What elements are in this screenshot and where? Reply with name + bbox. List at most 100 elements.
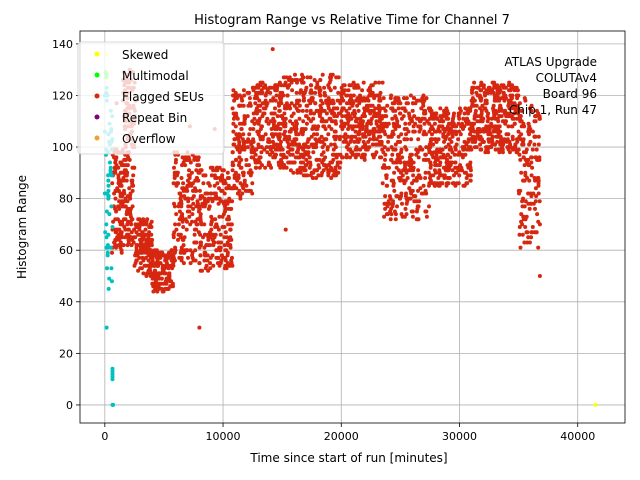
flagged-seus-point xyxy=(265,116,270,121)
flagged-seus-point xyxy=(449,139,454,144)
flagged-seus-point xyxy=(517,101,522,106)
flagged-seus-point xyxy=(251,111,256,116)
flagged-seus-point xyxy=(526,121,531,126)
flagged-seus-point xyxy=(404,96,409,101)
flagged-seus-point xyxy=(387,134,391,139)
flagged-seus-point xyxy=(369,108,374,113)
flagged-seus-point xyxy=(172,165,176,170)
flagged-seus-point xyxy=(501,90,506,95)
flagged-seus-point xyxy=(175,170,180,175)
flagged-seus-point xyxy=(138,261,143,266)
flagged-seus-point xyxy=(527,129,532,134)
flagged-seus-point xyxy=(447,176,452,180)
flagged-seus-point xyxy=(112,155,117,160)
flagged-seus-point xyxy=(529,230,534,235)
flagged-seus-point xyxy=(326,106,331,111)
flagged-seus-point xyxy=(438,173,442,178)
flagged-seus-point xyxy=(219,199,224,204)
flagged-seus-point xyxy=(268,119,273,124)
flagged-seus-point xyxy=(506,83,511,88)
flagged-seus-point xyxy=(225,217,230,222)
flagged-seus-point xyxy=(403,145,408,150)
flagged-seus-point xyxy=(533,186,538,191)
flagged-seus-point xyxy=(110,181,115,186)
flagged-seus-point xyxy=(379,155,384,160)
flagged-seus-point xyxy=(522,96,527,101)
flagged-seus-point xyxy=(442,139,446,144)
flagged-seus-point xyxy=(392,188,397,193)
annotation-line: COLUTAv4 xyxy=(536,71,597,85)
flagged-seus-point xyxy=(304,114,309,119)
flagged-seus-point xyxy=(391,181,396,186)
flagged-seus-point xyxy=(523,225,528,229)
unlabeled-point xyxy=(103,230,108,235)
flagged-seus-point xyxy=(409,137,414,142)
flagged-seus-point xyxy=(120,219,125,224)
flagged-seus-point xyxy=(521,178,526,183)
flagged-seus-point xyxy=(325,145,330,150)
flagged-seus-point xyxy=(138,237,142,242)
flagged-seus-point xyxy=(192,232,197,237)
flagged-seus-point xyxy=(180,163,184,168)
flagged-seus-point xyxy=(360,88,365,93)
flagged-seus-point xyxy=(434,155,439,160)
flagged-seus-point xyxy=(432,129,437,134)
flagged-seus-point xyxy=(378,90,383,95)
flagged-seus-point xyxy=(239,127,244,131)
flagged-seus-point xyxy=(329,142,334,147)
flagged-seus-point xyxy=(511,103,516,108)
flagged-seus-point xyxy=(278,98,283,103)
x-tick-label: 30000 xyxy=(442,430,477,443)
flagged-seus-point xyxy=(326,170,331,175)
flagged-seus-point xyxy=(306,150,311,155)
flagged-seus-point xyxy=(281,163,286,168)
flagged-seus-point xyxy=(288,119,293,124)
flagged-seus-point xyxy=(456,121,461,126)
flagged-seus-point xyxy=(532,119,537,124)
flagged-seus-point xyxy=(463,106,468,111)
flagged-seus-point xyxy=(157,271,162,276)
flagged-seus-point xyxy=(279,157,283,162)
flagged-seus-point xyxy=(508,145,513,150)
flagged-seus-point xyxy=(428,106,433,111)
flagged-seus-point xyxy=(386,199,391,204)
flagged-seus-point xyxy=(323,93,328,98)
flagged-seus-point xyxy=(292,142,297,147)
flagged-seus-point xyxy=(261,106,266,111)
flagged-seus-point xyxy=(410,214,415,219)
flagged-seus-point xyxy=(390,101,395,106)
flagged-seus-point xyxy=(457,116,462,121)
flagged-seus-point xyxy=(362,157,367,162)
flagged-seus-point xyxy=(464,176,469,180)
flagged-seus-point xyxy=(420,96,425,101)
flagged-seus-point xyxy=(418,176,423,180)
flagged-seus-point xyxy=(211,168,216,173)
flagged-seus-point xyxy=(357,137,362,142)
flagged-seus-point xyxy=(422,129,427,134)
flagged-seus-point xyxy=(536,191,541,196)
flagged-seus-point xyxy=(237,103,242,108)
flagged-seus-point xyxy=(423,176,428,180)
flagged-seus-point xyxy=(502,137,507,142)
flagged-seus-point xyxy=(510,134,515,139)
flagged-seus-point xyxy=(318,93,323,98)
flagged-seus-point xyxy=(416,116,421,121)
flagged-seus-point xyxy=(478,147,483,152)
flagged-seus-point xyxy=(490,80,495,85)
flagged-seus-point xyxy=(411,173,416,178)
flagged-seus-point xyxy=(283,227,288,232)
flagged-seus-point xyxy=(118,240,123,245)
flagged-seus-point xyxy=(530,165,535,170)
flagged-seus-point xyxy=(340,114,345,119)
flagged-seus-point xyxy=(393,217,398,222)
flagged-seus-point xyxy=(407,121,412,126)
flagged-seus-point xyxy=(306,160,311,165)
flagged-seus-point xyxy=(112,240,117,245)
flagged-seus-point xyxy=(488,145,493,150)
flagged-seus-point xyxy=(301,160,305,165)
flagged-seus-point xyxy=(318,103,323,108)
flagged-seus-point xyxy=(523,170,528,175)
flagged-seus-point xyxy=(182,194,187,199)
legend-label: Multimodal xyxy=(122,69,189,83)
flagged-seus-point xyxy=(458,132,463,137)
